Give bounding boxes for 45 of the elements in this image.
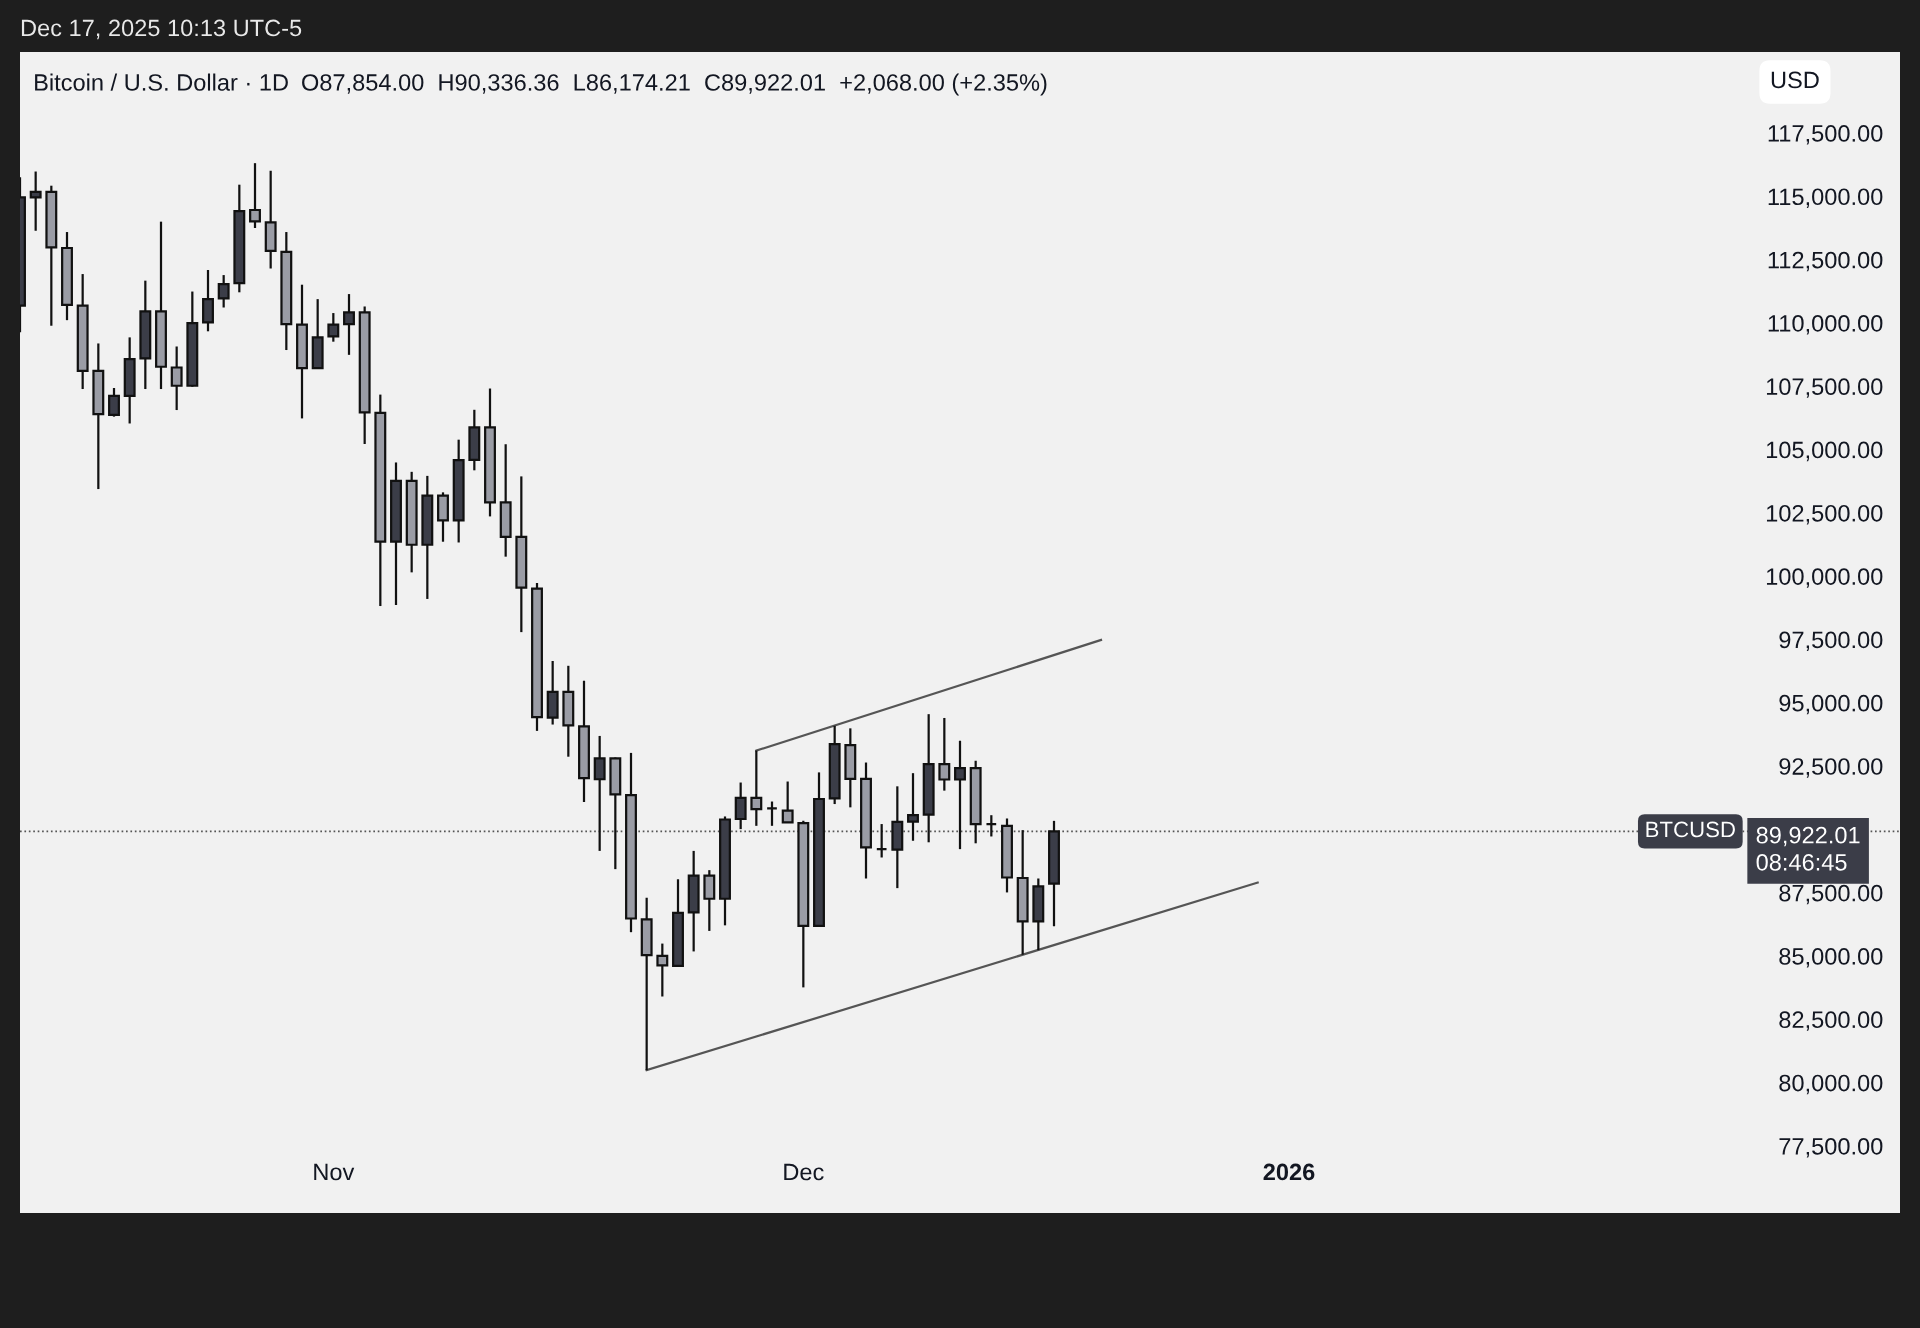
y-tick-label: 102,500.00 (1766, 504, 1883, 525)
ref-line-label: BTCUSD (1646, 821, 1735, 838)
text: Bitcoin / U.S. Dollar · 1D (35, 73, 288, 91)
candlestick (985, 814, 998, 838)
candlestick (202, 268, 214, 333)
candlestick (327, 311, 340, 343)
y-tick-label: 82,500.00 (1779, 1011, 1883, 1031)
candlestick (938, 716, 951, 792)
candlestick (954, 739, 966, 851)
y-tick-label: 95,000.00 (1779, 694, 1883, 715)
candlestick (781, 780, 794, 824)
annotation: USD (1771, 71, 1819, 89)
candlestick (217, 273, 230, 309)
text: O87,854.00 H90,336.36 L86,174.21 C89,922.01 +2,068.00 (+2.35%) (302, 73, 1047, 96)
y-tick-label: 107,500.00 (1766, 378, 1883, 398)
y-tick-label: 112,500.00 (1768, 251, 1883, 272)
y-tick-label: 110,000.00 (1768, 315, 1883, 335)
candlestick (907, 772, 919, 842)
candlestick (750, 749, 763, 827)
y-tick-label: 92,500.00 (1779, 758, 1883, 778)
x-tick-label: Dec (784, 1163, 824, 1181)
y-tick-label: 80,000.00 (1779, 1074, 1883, 1095)
candlestick (249, 162, 261, 230)
candlestick (875, 822, 888, 859)
x-tick-label: 2026 (1263, 1163, 1315, 1181)
candlestick (766, 800, 778, 827)
candlestick (170, 345, 183, 412)
text: Dec 17, 2025 10:13 UTC-5 (21, 19, 302, 40)
y-tick-label: 115,000.00 (1768, 188, 1883, 208)
y-tick-label: 100,000.00 (1766, 568, 1883, 588)
candlestick (29, 170, 42, 232)
candlestick (593, 734, 606, 853)
annotation: 89,922.01 08:46:45 (1756, 826, 1860, 871)
candlestick (343, 292, 355, 356)
candlestick (108, 386, 120, 418)
y-tick-label: 87,500.00 (1779, 884, 1883, 905)
y-tick-label: 97,500.00 (1779, 631, 1883, 652)
y-tick-label: 77,500.00 (1779, 1137, 1883, 1158)
candlestick (703, 869, 716, 933)
y-tick-label: 105,000.00 (1766, 441, 1883, 462)
candlestick (734, 781, 747, 831)
y-tick-label: 85,000.00 (1779, 948, 1883, 968)
x-tick-label: Nov (314, 1163, 355, 1181)
candlestick (656, 942, 669, 998)
y-tick-label: 117,500.00 (1768, 125, 1883, 145)
